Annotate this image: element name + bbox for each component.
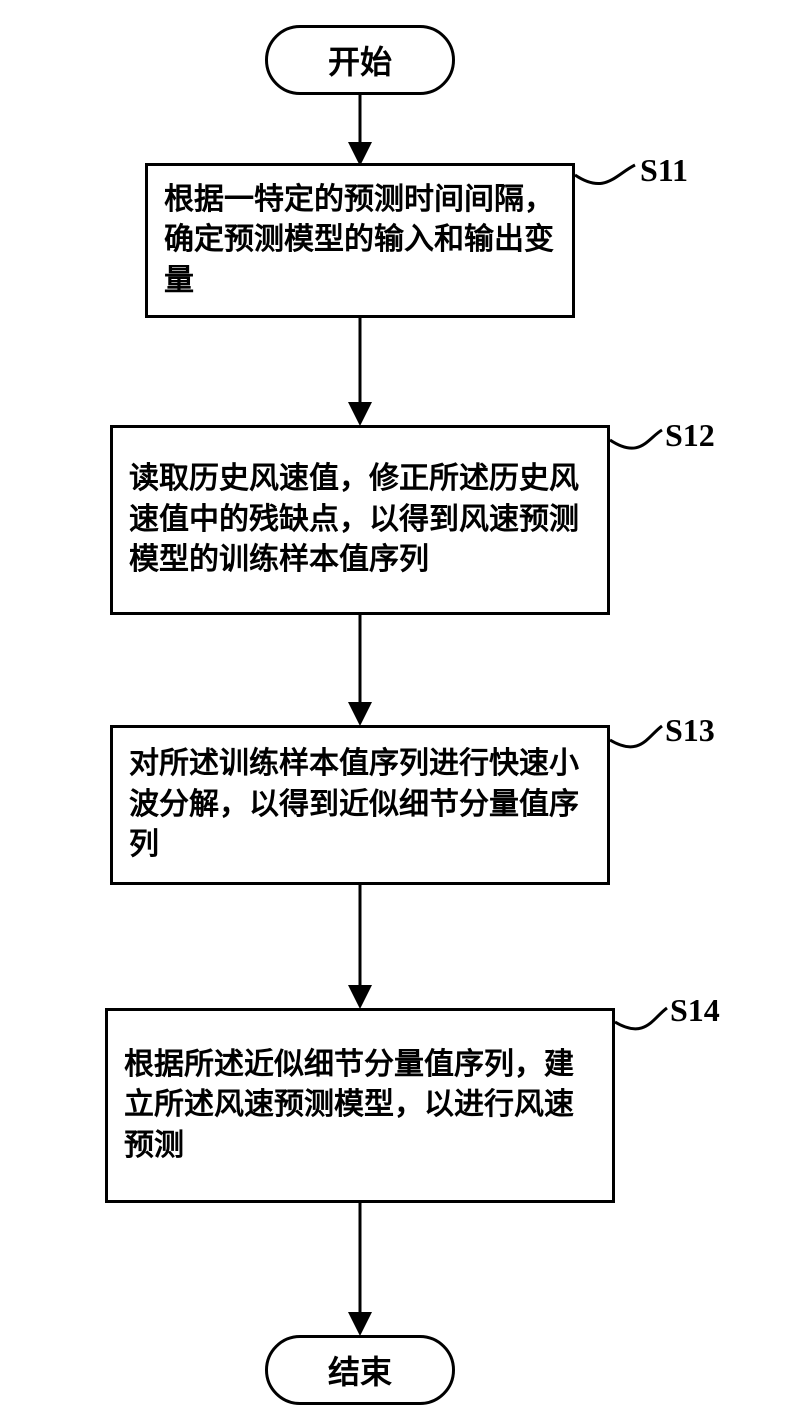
curve-s12 [610, 430, 662, 448]
flowchart-canvas: 开始 根据一特定的预测时间间隔，确定预测模型的输入和输出变量 S11 读取历史风… [0, 0, 800, 1416]
process-s13-text: 对所述训练样本值序列进行快速小波分解，以得到近似细节分量值序列 [129, 744, 591, 866]
process-s11-text: 根据一特定的预测时间间隔，确定预测模型的输入和输出变量 [164, 180, 556, 302]
process-s12-text: 读取历史风速值，修正所述历史风速值中的残缺点，以得到风速预测模型的训练样本值序列 [129, 459, 591, 581]
terminator-end-text: 结束 [328, 1347, 392, 1393]
process-s14: 根据所述近似细节分量值序列，建立所述风速预测模型，以进行风速预测 [105, 1008, 615, 1203]
step-label-s13: S13 [665, 712, 715, 749]
step-label-s11: S11 [640, 152, 688, 189]
terminator-start: 开始 [265, 25, 455, 95]
process-s13: 对所述训练样本值序列进行快速小波分解，以得到近似细节分量值序列 [110, 725, 610, 885]
process-s12: 读取历史风速值，修正所述历史风速值中的残缺点，以得到风速预测模型的训练样本值序列 [110, 425, 610, 615]
terminator-end: 结束 [265, 1335, 455, 1405]
step-label-s14: S14 [670, 992, 720, 1029]
curve-s14 [615, 1008, 667, 1029]
process-s11: 根据一特定的预测时间间隔，确定预测模型的输入和输出变量 [145, 163, 575, 318]
curve-s11 [575, 165, 635, 184]
curve-s13 [610, 726, 662, 747]
process-s14-text: 根据所述近似细节分量值序列，建立所述风速预测模型，以进行风速预测 [124, 1045, 596, 1167]
terminator-start-text: 开始 [328, 37, 392, 83]
step-label-s12: S12 [665, 417, 715, 454]
